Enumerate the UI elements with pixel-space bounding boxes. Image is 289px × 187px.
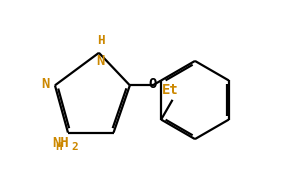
Text: NH: NH	[52, 137, 69, 151]
Text: H: H	[97, 34, 104, 47]
Text: H: H	[55, 142, 62, 152]
Text: N: N	[41, 77, 49, 91]
Text: 2: 2	[72, 142, 79, 152]
Text: Et: Et	[162, 82, 178, 96]
Text: O: O	[149, 77, 157, 91]
Text: N: N	[96, 54, 105, 68]
